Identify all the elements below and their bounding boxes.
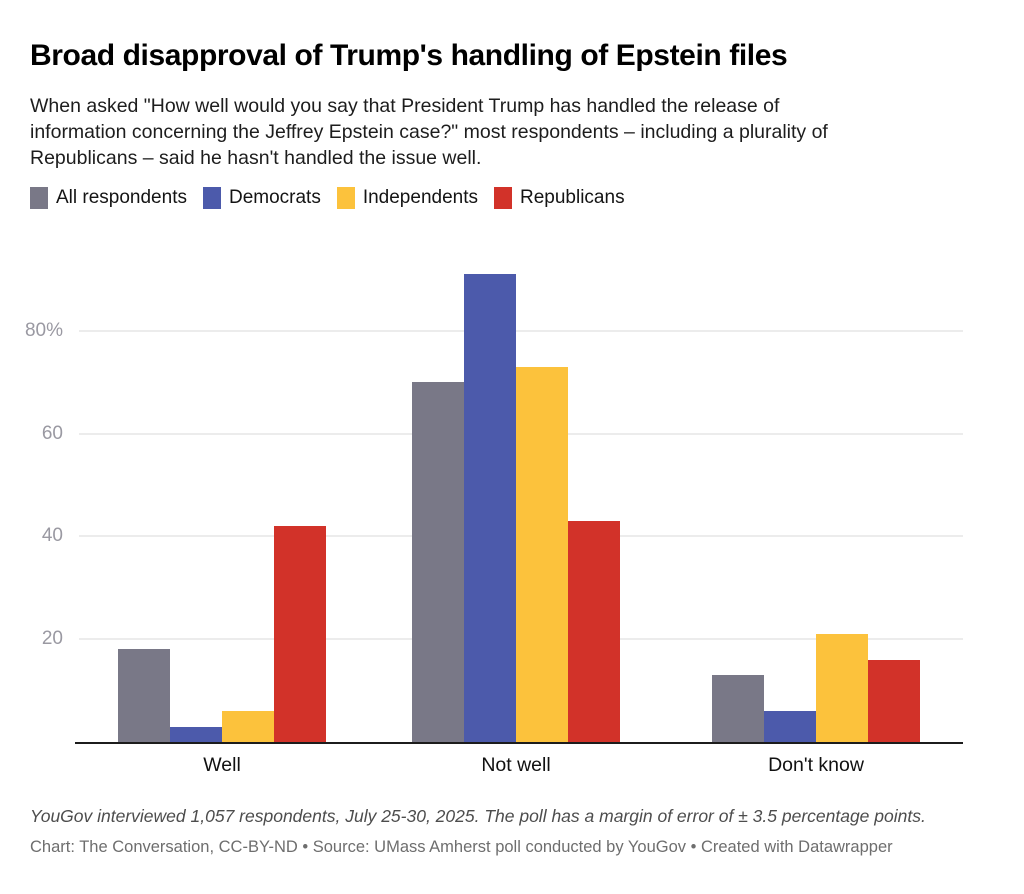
chart-description-line: When asked "How well would you say that …	[30, 95, 780, 117]
bar-well-democrats	[170, 727, 222, 742]
bar-don-t-know-republicans	[868, 660, 920, 742]
y-tick-label: 40	[41, 525, 63, 547]
bar-not-well-democrats	[464, 274, 516, 742]
y-tick-label: 20	[41, 628, 63, 650]
legend-label: All respondents	[56, 187, 187, 208]
chart-description-line: Republicans – said he hasn't handled the…	[30, 147, 482, 169]
legend-item-democrats: Democrats	[202, 187, 321, 209]
chart-footnote: YouGov interviewed 1,057 respondents, Ju…	[30, 806, 926, 826]
legend-item-republicans: Republicans	[494, 187, 625, 209]
bar-well-independents	[222, 711, 274, 742]
legend-label: Republicans	[520, 187, 625, 208]
legend-swatch-icon	[30, 187, 48, 209]
chart-byline: Chart: The Conversation, CC-BY-ND • Sour…	[30, 838, 893, 856]
bar-not-well-republicans	[568, 521, 620, 742]
plot-area: 20 40 60 80% Well Not well Don't know	[25, 264, 963, 776]
legend-item-all-respondents: All respondents	[30, 187, 187, 209]
bar-don-t-know-independents	[816, 634, 868, 742]
bar-don-t-know-all-respondents	[712, 675, 764, 742]
x-tick-label: Not well	[481, 754, 551, 776]
y-tick-label: 80%	[24, 319, 63, 341]
bar-well-republicans	[274, 526, 326, 742]
legend-label: Independents	[362, 187, 478, 208]
legend-swatch-icon	[494, 187, 512, 209]
legend: All respondents Democrats Independents Repu…	[30, 187, 625, 209]
legend-item-independents: Independents	[336, 187, 478, 209]
x-tick-label: Well	[203, 754, 241, 776]
bar-well-all-respondents	[118, 649, 170, 742]
x-tick-label: Don't know	[768, 754, 864, 776]
bar-don-t-know-democrats	[764, 711, 816, 742]
y-tick-label: 60	[41, 422, 63, 444]
bar-not-well-all-respondents	[412, 382, 464, 742]
bar-not-well-independents	[516, 367, 568, 742]
legend-swatch-icon	[202, 187, 221, 209]
legend-swatch-icon	[336, 187, 355, 209]
legend-label: Democrats	[228, 187, 321, 208]
chart-title: Broad disapproval of Trump's handling of…	[30, 39, 788, 72]
gridline-80	[79, 329, 963, 332]
chart-description-line: information concerning the Jeffrey Epste…	[30, 121, 828, 143]
chart-description: When asked "How well would you say that …	[30, 93, 828, 171]
